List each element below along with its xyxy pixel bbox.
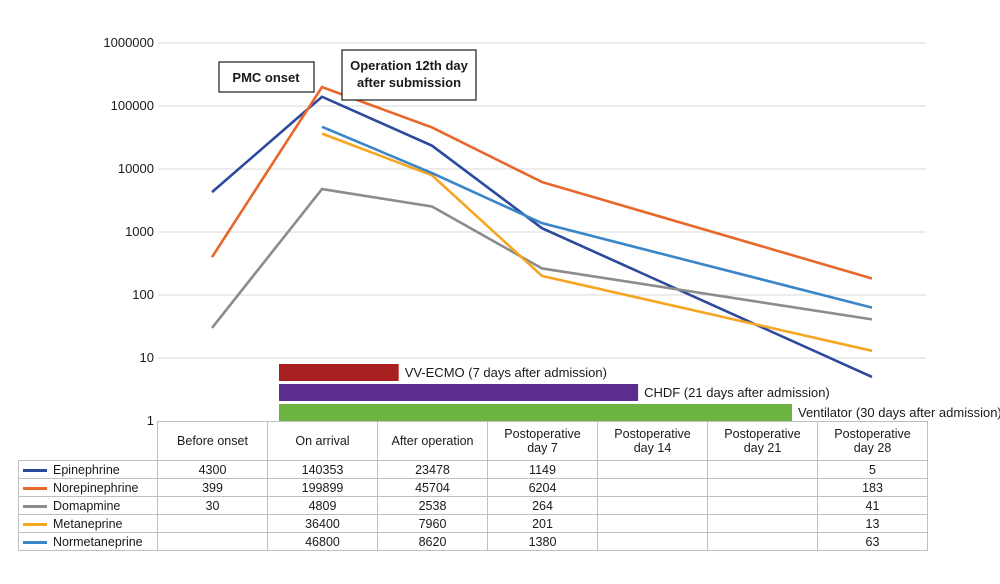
timeline-bar-label: VV-ECMO (7 days after admission) bbox=[405, 365, 607, 380]
annotations: PMC onset Operation 12th day after submiss… bbox=[218, 49, 477, 101]
series-lines bbox=[210, 85, 873, 379]
table-cell: 199899 bbox=[267, 478, 378, 497]
table-cell: 63 bbox=[817, 532, 928, 551]
annotation-operation-line: after submission bbox=[357, 75, 461, 90]
table-cell bbox=[707, 514, 818, 533]
table-cell bbox=[707, 460, 818, 479]
table-cell bbox=[707, 478, 818, 497]
table-cell bbox=[597, 478, 708, 497]
legend-label: Domapmine bbox=[53, 498, 121, 513]
table-cell: 45704 bbox=[377, 478, 488, 497]
y-tick-label: 10000 bbox=[118, 161, 154, 176]
series-line-metaneprine bbox=[321, 132, 873, 353]
table-cell: 5 bbox=[817, 460, 928, 479]
series-line-normetaneprine bbox=[321, 125, 873, 309]
column-header: On arrival bbox=[267, 421, 378, 461]
table-body: Epinephrine 4300 140353 23478 1149 5 Norepinep… bbox=[18, 460, 928, 551]
table-header-row: Before onset On arrival After operation Pos… bbox=[18, 421, 928, 461]
table-cell: 2538 bbox=[377, 496, 488, 515]
annotation-operation-line: Operation 12th day bbox=[350, 58, 469, 73]
table-cell: 183 bbox=[817, 478, 928, 497]
table-cell bbox=[157, 514, 268, 533]
column-header: Postoperative day 7 bbox=[487, 421, 598, 461]
table-cell: 1380 bbox=[487, 532, 598, 551]
table-cell: 8620 bbox=[377, 532, 488, 551]
table-cell: 30 bbox=[157, 496, 268, 515]
annotation-pmc-onset: PMC onset bbox=[232, 70, 300, 85]
table-cell bbox=[707, 532, 818, 551]
table-cell: 4809 bbox=[267, 496, 378, 515]
y-tick-label: 1 bbox=[147, 413, 154, 428]
y-tick-label: 100 bbox=[132, 287, 154, 302]
table-cell: 46800 bbox=[267, 532, 378, 551]
table-row: Norepinephrine 399 199899 45704 6204 183 bbox=[18, 478, 928, 497]
legend-swatch bbox=[23, 540, 47, 544]
data-table: Before onset On arrival After operation Pos… bbox=[18, 421, 928, 551]
legend-label: Norepinephrine bbox=[53, 480, 139, 495]
timeline-bars: VV-ECMO (7 days after admission) CHDF (21… bbox=[279, 364, 1000, 421]
table-cell: 4300 bbox=[157, 460, 268, 479]
legend-label: Epinephrine bbox=[53, 462, 120, 477]
table-cell bbox=[597, 460, 708, 479]
table-corner bbox=[18, 421, 158, 461]
table-cell: 201 bbox=[487, 514, 598, 533]
y-tick-label: 100000 bbox=[111, 98, 154, 113]
legend-entry: Metaneprine bbox=[18, 514, 158, 533]
legend-swatch bbox=[23, 486, 47, 490]
table-cell: 41 bbox=[817, 496, 928, 515]
table-cell bbox=[157, 532, 268, 551]
annotation-box bbox=[218, 61, 315, 93]
table-row: Metaneprine 36400 7960 201 13 bbox=[18, 514, 928, 533]
legend-label: Normetaneprine bbox=[53, 534, 143, 549]
legend-swatch bbox=[23, 468, 47, 472]
table-cell bbox=[597, 532, 708, 551]
table-cell: 1149 bbox=[487, 460, 598, 479]
legend-swatch bbox=[23, 522, 47, 526]
table-cell: 7960 bbox=[377, 514, 488, 533]
table-cell: 13 bbox=[817, 514, 928, 533]
table-row: Domapmine 30 4809 2538 264 41 bbox=[18, 496, 928, 515]
series-line-domapmine bbox=[210, 187, 873, 329]
legend-entry: Norepinephrine bbox=[18, 478, 158, 497]
y-axis-ticks: 1000000 100000 10000 1000 100 10 1 bbox=[103, 35, 154, 428]
annotation-box bbox=[341, 49, 477, 101]
timeline-bar bbox=[279, 404, 792, 421]
column-header: Before onset bbox=[157, 421, 268, 461]
grid-layer bbox=[158, 42, 926, 359]
timeline-bar bbox=[279, 384, 639, 401]
legend-label: Metaneprine bbox=[53, 516, 123, 531]
table-cell: 23478 bbox=[377, 460, 488, 479]
y-tick-label: 1000 bbox=[125, 224, 154, 239]
legend-swatch bbox=[23, 504, 47, 508]
table-cell bbox=[597, 496, 708, 515]
legend-entry: Normetaneprine bbox=[18, 532, 158, 551]
column-header: Postoperative day 21 bbox=[707, 421, 818, 461]
table-cell: 6204 bbox=[487, 478, 598, 497]
table-cell: 399 bbox=[157, 478, 268, 497]
series-line-epinephrine bbox=[211, 95, 873, 379]
timeline-bar-label: CHDF (21 days after admission) bbox=[644, 385, 830, 400]
table-row: Epinephrine 4300 140353 23478 1149 5 bbox=[18, 460, 928, 479]
column-header: After operation bbox=[377, 421, 488, 461]
timeline-bar-label: Ventilator (30 days after admission) bbox=[798, 405, 1000, 420]
y-tick-label: 1000000 bbox=[103, 35, 154, 50]
table-row: Normetaneprine 46800 8620 1380 63 bbox=[18, 532, 928, 551]
table-cell bbox=[597, 514, 708, 533]
legend-entry: Epinephrine bbox=[18, 460, 158, 479]
column-header: Postoperative day 14 bbox=[597, 421, 708, 461]
column-header: Postoperative day 28 bbox=[817, 421, 928, 461]
table-cell: 264 bbox=[487, 496, 598, 515]
table-cell bbox=[707, 496, 818, 515]
table-cell: 140353 bbox=[267, 460, 378, 479]
table-cell: 36400 bbox=[267, 514, 378, 533]
timeline-bar bbox=[279, 364, 399, 381]
legend-entry: Domapmine bbox=[18, 496, 158, 515]
y-tick-label: 10 bbox=[140, 350, 154, 365]
series-line-norepinephrine bbox=[210, 85, 873, 280]
